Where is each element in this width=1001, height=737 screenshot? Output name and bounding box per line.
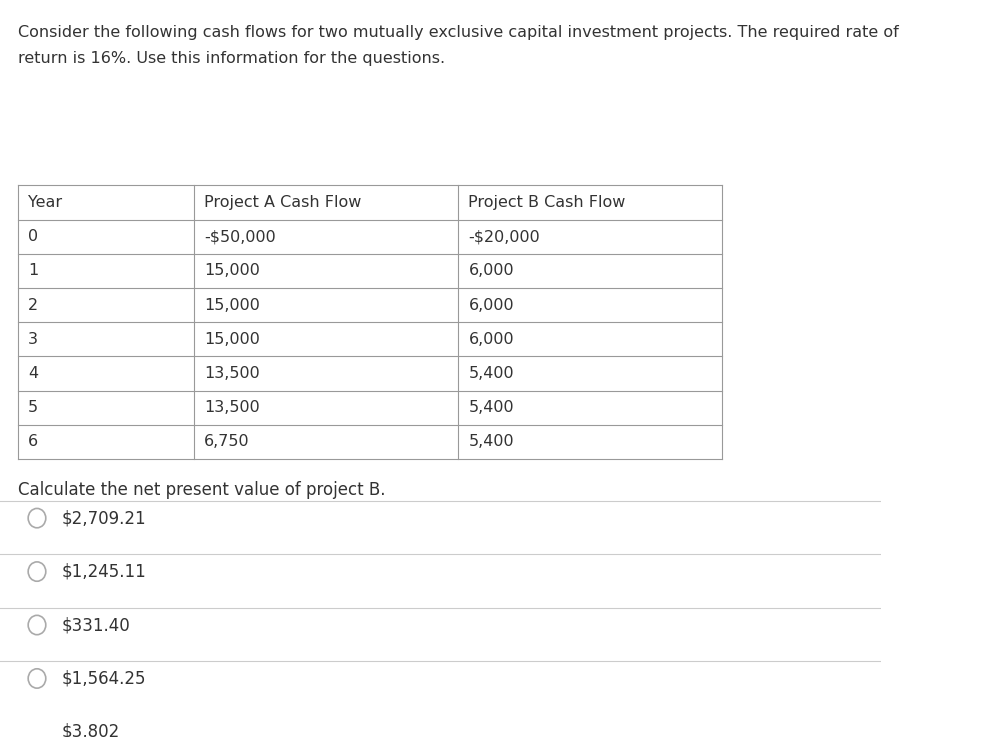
Text: 13,500: 13,500: [204, 400, 260, 415]
Text: 5,400: 5,400: [468, 400, 515, 415]
Text: $3,802: $3,802: [62, 723, 120, 737]
Text: 6,000: 6,000: [468, 332, 515, 346]
Text: return is 16%. Use this information for the questions.: return is 16%. Use this information for …: [18, 52, 444, 66]
Text: Year: Year: [28, 195, 62, 210]
Text: $1,245.11: $1,245.11: [62, 562, 146, 581]
Text: $331.40: $331.40: [62, 616, 130, 634]
Text: -$20,000: -$20,000: [468, 229, 541, 244]
Text: 4: 4: [28, 366, 38, 381]
Text: 15,000: 15,000: [204, 332, 260, 346]
Text: 13,500: 13,500: [204, 366, 260, 381]
Text: 15,000: 15,000: [204, 298, 260, 312]
Bar: [18, 185, 722, 459]
Text: Consider the following cash flows for two mutually exclusive capital investment : Consider the following cash flows for tw…: [18, 25, 898, 40]
Text: $2,709.21: $2,709.21: [62, 509, 146, 527]
Text: 0: 0: [28, 229, 38, 244]
Text: 15,000: 15,000: [204, 263, 260, 279]
Text: 1: 1: [28, 263, 38, 279]
Text: Calculate the net present value of project B.: Calculate the net present value of proje…: [18, 481, 385, 499]
Text: $1,564.25: $1,564.25: [62, 669, 146, 688]
Text: 5: 5: [28, 400, 38, 415]
Text: 5,400: 5,400: [468, 366, 515, 381]
Text: 6,000: 6,000: [468, 298, 515, 312]
Text: 2: 2: [28, 298, 38, 312]
Text: 6,000: 6,000: [468, 263, 515, 279]
Text: Project A Cash Flow: Project A Cash Flow: [204, 195, 361, 210]
Text: Project B Cash Flow: Project B Cash Flow: [468, 195, 626, 210]
Text: 3: 3: [28, 332, 38, 346]
Text: 6,750: 6,750: [204, 434, 250, 450]
Text: 6: 6: [28, 434, 38, 450]
Text: 5,400: 5,400: [468, 434, 515, 450]
Text: -$50,000: -$50,000: [204, 229, 276, 244]
